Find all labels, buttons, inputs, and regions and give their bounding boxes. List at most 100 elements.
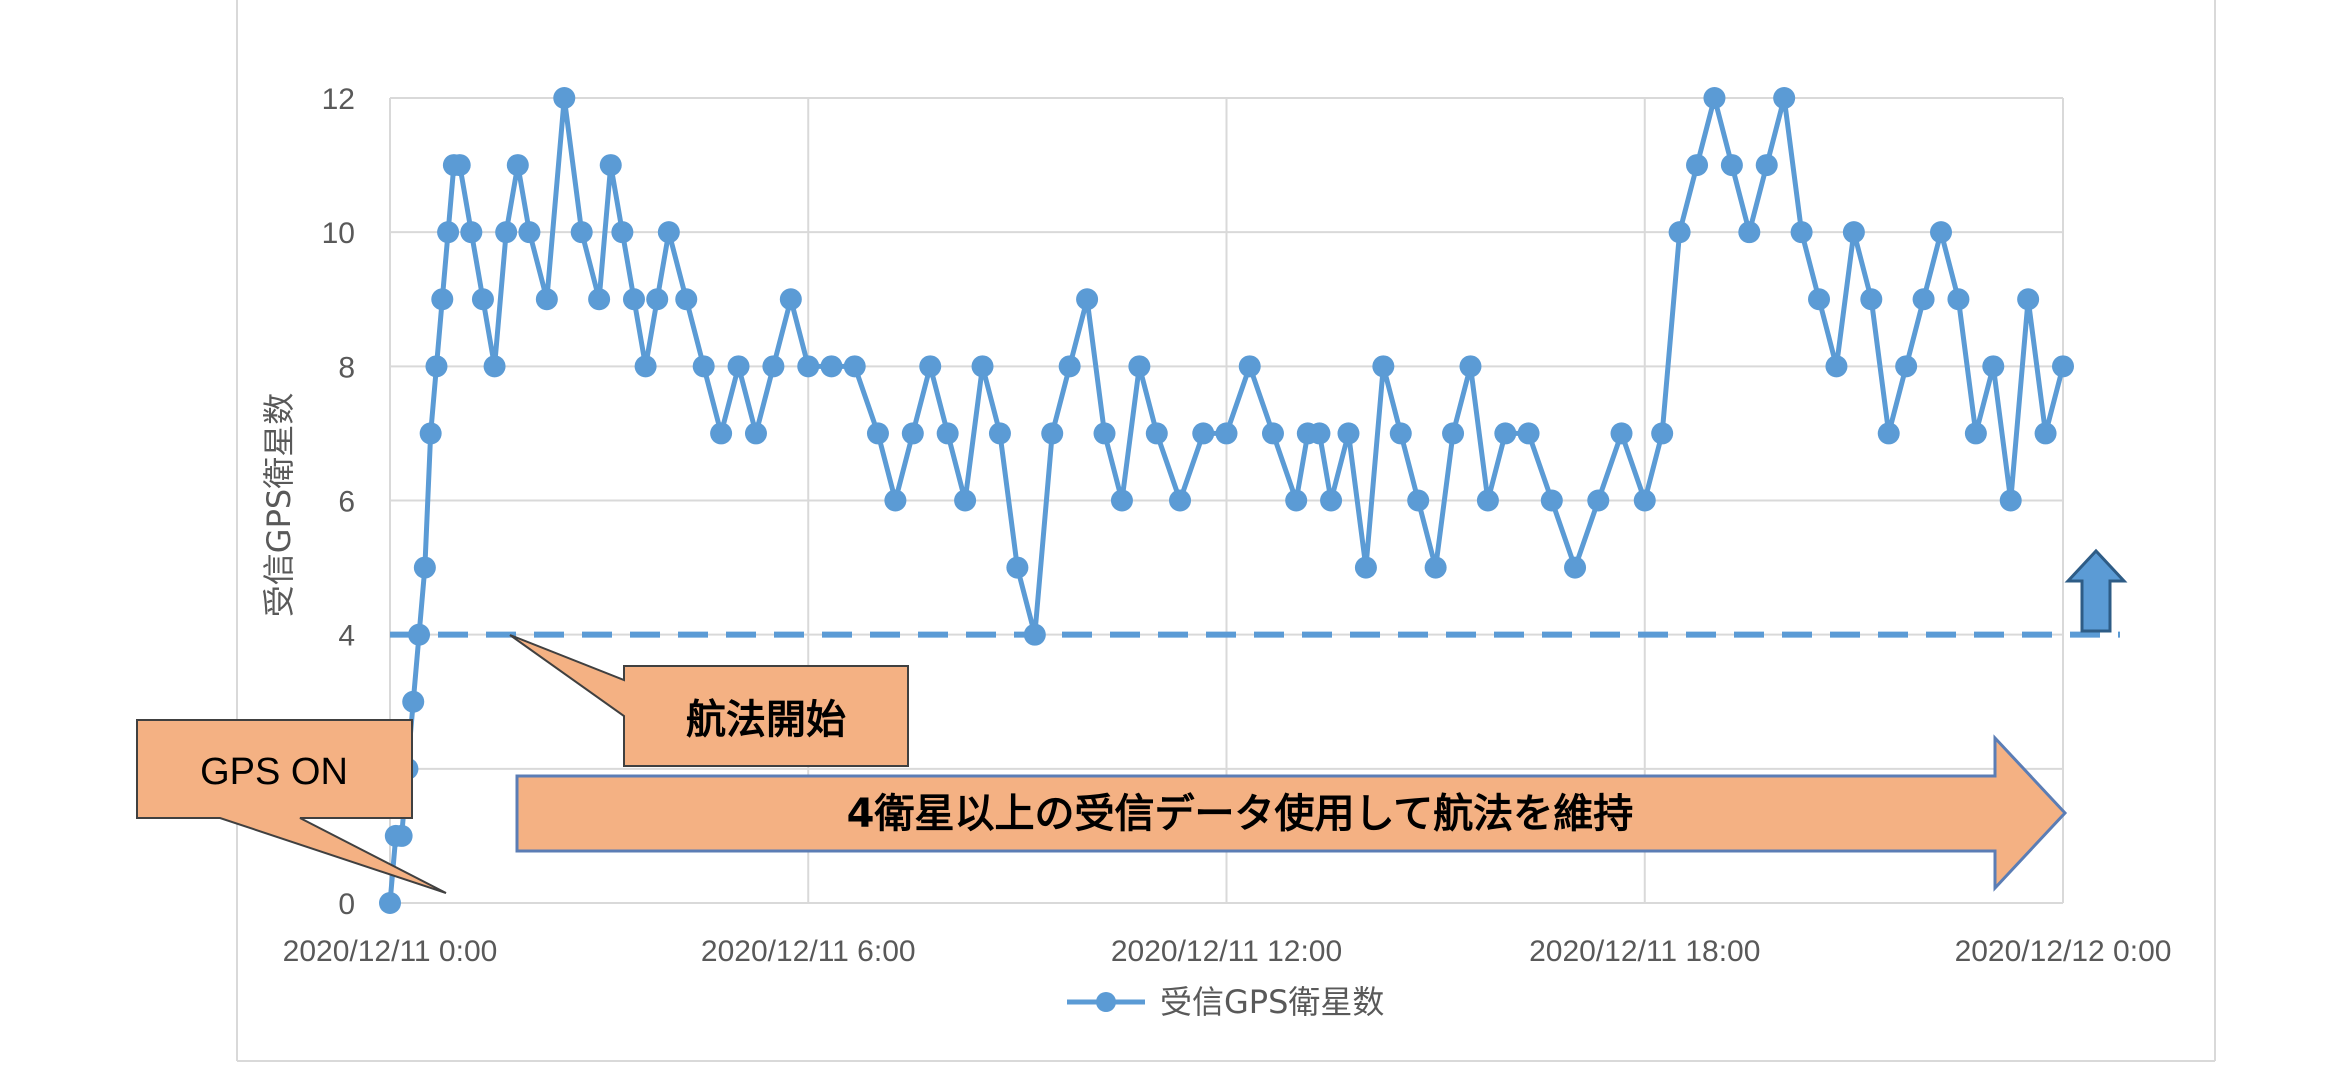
data-point	[2052, 355, 2074, 378]
gps-on-callout-shape	[136, 719, 447, 894]
data-point	[1192, 422, 1215, 445]
data-point	[495, 221, 518, 244]
data-point	[1633, 489, 1656, 512]
data-point	[1912, 288, 1935, 311]
data-point	[535, 288, 558, 311]
data-point	[588, 288, 611, 311]
data-point	[1372, 355, 1395, 378]
data-point	[1651, 422, 1674, 445]
data-point	[570, 221, 593, 244]
y-tick-label: 4	[338, 620, 355, 653]
legend-marker	[1096, 992, 1116, 1012]
x-tick-label: 2020/12/11 18:00	[1529, 935, 1760, 968]
data-point	[1494, 422, 1517, 445]
data-point	[779, 288, 802, 311]
data-point	[744, 422, 767, 445]
data-point	[1320, 489, 1343, 512]
data-point	[1006, 556, 1029, 579]
data-point	[1825, 355, 1848, 378]
data-point	[599, 154, 622, 177]
data-point	[448, 154, 471, 177]
data-point	[425, 355, 448, 378]
data-point	[1895, 355, 1918, 378]
data-point	[1076, 288, 1099, 311]
data-point	[431, 288, 454, 311]
data-point	[1215, 422, 1238, 445]
nav-start-callout-shape	[509, 634, 909, 767]
data-point	[1110, 489, 1133, 512]
data-point	[1424, 556, 1447, 579]
data-point	[1145, 422, 1168, 445]
nav-start-callout-text: 航法開始	[686, 697, 846, 743]
data-point	[611, 221, 634, 244]
data-point	[1999, 489, 2022, 512]
data-point	[1930, 221, 1953, 244]
data-point	[1808, 288, 1831, 311]
data-point	[1023, 623, 1046, 646]
data-point	[1773, 87, 1796, 109]
data-point	[797, 355, 820, 378]
data-point	[1169, 489, 1192, 512]
data-point	[437, 221, 460, 244]
data-point	[1261, 422, 1284, 445]
data-point	[1238, 355, 1261, 378]
data-point	[1093, 422, 1116, 445]
data-point	[419, 422, 442, 445]
data-point	[460, 221, 483, 244]
data-point	[553, 87, 576, 109]
data-point	[646, 288, 669, 311]
y-tick-label: 12	[322, 83, 355, 116]
data-point	[390, 824, 413, 847]
data-point	[1738, 221, 1761, 244]
x-tick-label: 2020/12/11 0:00	[283, 935, 498, 968]
data-point	[727, 355, 750, 378]
data-point	[1389, 422, 1412, 445]
y-axis-label: 受信GPS衛星数	[260, 393, 298, 617]
data-point	[471, 288, 494, 311]
data-point	[1442, 422, 1465, 445]
data-point	[820, 355, 843, 378]
data-point	[866, 422, 889, 445]
data-point	[1964, 422, 1987, 445]
data-point	[901, 422, 924, 445]
series-group	[379, 87, 2074, 914]
data-point	[1982, 355, 2005, 378]
data-point	[1860, 288, 1883, 311]
data-point	[518, 221, 541, 244]
data-point	[1790, 221, 1813, 244]
y-tick-label: 8	[338, 351, 355, 384]
data-point	[988, 422, 1011, 445]
data-point	[634, 355, 657, 378]
up-arrow-icon	[2064, 548, 2128, 633]
y-tick-label: 10	[322, 217, 355, 250]
x-tick-label: 2020/12/12 0:00	[1955, 935, 2172, 968]
data-point	[710, 422, 733, 445]
gps-on-callout-text: GPS ON	[200, 751, 348, 793]
data-point	[1668, 221, 1691, 244]
data-point	[1337, 422, 1360, 445]
data-point	[675, 288, 698, 311]
data-point	[692, 355, 715, 378]
data-point	[379, 892, 401, 914]
x-tick-label: 2020/12/11 6:00	[701, 935, 916, 968]
data-point	[1308, 422, 1331, 445]
data-point	[2017, 288, 2040, 311]
data-point	[1459, 355, 1482, 378]
data-point	[483, 355, 506, 378]
data-point	[971, 355, 994, 378]
data-point	[884, 489, 907, 512]
y-tick-label: 0	[338, 888, 355, 921]
data-point	[1354, 556, 1377, 579]
data-point	[622, 288, 645, 311]
data-point	[1407, 489, 1430, 512]
maintain-arrow-text: 4衛星以上の受信データ使用して航法を維持	[847, 791, 1634, 837]
legend-label: 受信GPS衛星数	[1160, 983, 1384, 1021]
data-point	[1285, 489, 1308, 512]
data-point	[1720, 154, 1743, 177]
data-point	[1058, 355, 1081, 378]
data-point	[1540, 489, 1563, 512]
data-point	[1877, 422, 1900, 445]
data-point	[1703, 87, 1726, 109]
data-point	[1686, 154, 1709, 177]
